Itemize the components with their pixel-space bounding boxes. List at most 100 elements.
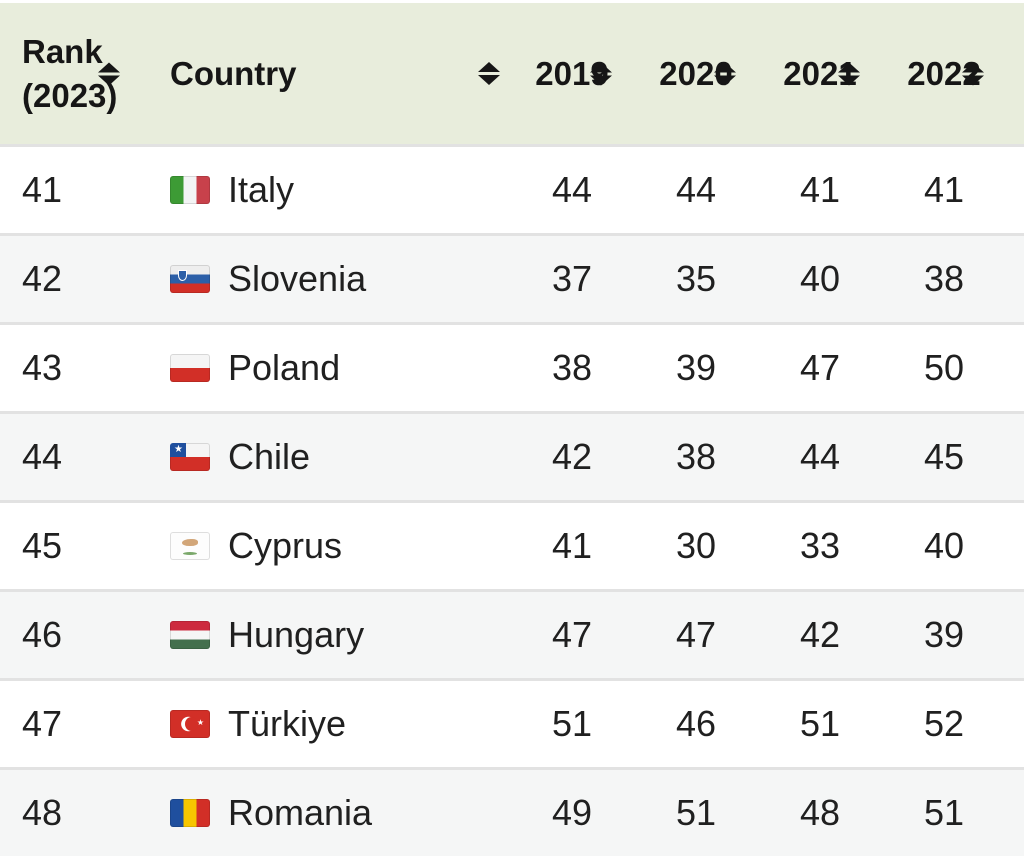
year-header-label: 2019 bbox=[535, 54, 609, 92]
value-cell: 51 bbox=[551, 703, 593, 744]
value-cell: 40 bbox=[799, 258, 841, 299]
sort-down-triangle bbox=[98, 75, 120, 85]
value-cell: 38 bbox=[675, 436, 717, 477]
value-cell: 37 bbox=[551, 258, 593, 299]
sort-up-triangle bbox=[589, 62, 612, 72]
rank-cell: 46 bbox=[22, 614, 63, 655]
country-cell: Cyprus bbox=[150, 502, 510, 591]
sort-icon bbox=[961, 62, 984, 85]
rank-cell: 41 bbox=[22, 169, 63, 210]
value-cell: 30 bbox=[675, 525, 717, 566]
country-name: Slovenia bbox=[228, 258, 367, 299]
value-cell: 41 bbox=[923, 169, 965, 210]
sort-icon bbox=[98, 62, 120, 85]
rank-column-header[interactable]: Rank (2023) bbox=[0, 3, 150, 147]
rank-cell: 44 bbox=[22, 436, 63, 477]
country-cell: Slovenia bbox=[150, 235, 510, 324]
value-cell: 49 bbox=[551, 792, 593, 833]
country-flag-icon bbox=[170, 710, 210, 738]
value-cell: 47 bbox=[799, 347, 841, 388]
table-header-row: Rank (2023) Country bbox=[0, 3, 1024, 147]
value-cell: 42 bbox=[799, 614, 841, 655]
country-name: Italy bbox=[228, 169, 295, 210]
country-flag-icon bbox=[170, 443, 210, 471]
value-cell: 52 bbox=[923, 703, 965, 744]
year-header-label: 2021 bbox=[783, 54, 857, 92]
value-cell: 47 bbox=[551, 614, 593, 655]
country-name: Poland bbox=[228, 347, 341, 388]
table-row: 45 Cyprus 41 30 33 40 bbox=[0, 501, 1024, 591]
sort-icon bbox=[837, 62, 860, 85]
value-cell: 39 bbox=[675, 347, 717, 388]
value-cell: 44 bbox=[799, 436, 841, 477]
country-flag-icon bbox=[170, 265, 210, 293]
year-header-label: 2022 bbox=[907, 54, 981, 92]
value-cell: 40 bbox=[923, 525, 965, 566]
rank-cell: 42 bbox=[22, 258, 63, 299]
country-name: Türkiye bbox=[228, 703, 347, 744]
country-cell: Chile bbox=[150, 413, 510, 502]
year-column-header-2020[interactable]: 2020 bbox=[634, 3, 758, 147]
country-flag-icon bbox=[170, 354, 210, 382]
table-row: 44 Chile 42 38 44 45 bbox=[0, 412, 1024, 502]
country-cell: Türkiye bbox=[150, 680, 510, 769]
country-flag-icon bbox=[170, 621, 210, 649]
sort-up-triangle bbox=[837, 62, 860, 72]
country-cell: Romania bbox=[150, 769, 510, 856]
country-name: Chile bbox=[228, 436, 311, 477]
value-cell: 35 bbox=[675, 258, 717, 299]
value-cell: 50 bbox=[923, 347, 965, 388]
country-ranking-table: Rank (2023) Country bbox=[0, 3, 1024, 856]
country-cell: Italy bbox=[150, 146, 510, 235]
country-column-header[interactable]: Country bbox=[150, 3, 510, 147]
value-cell: 47 bbox=[675, 614, 717, 655]
rank-header-line1: Rank bbox=[22, 32, 103, 70]
value-cell: 38 bbox=[923, 258, 965, 299]
sort-up-triangle bbox=[961, 62, 984, 72]
country-name: Romania bbox=[228, 792, 373, 833]
rank-cell: 45 bbox=[22, 525, 63, 566]
sort-up-triangle bbox=[478, 62, 500, 72]
value-cell: 44 bbox=[551, 169, 593, 210]
table-row: 42 Slovenia 37 35 40 38 bbox=[0, 234, 1024, 324]
value-cell: 51 bbox=[923, 792, 965, 833]
value-cell: 48 bbox=[799, 792, 841, 833]
country-flag-icon bbox=[170, 176, 210, 204]
rank-cell: 43 bbox=[22, 347, 63, 388]
sort-up-triangle bbox=[713, 62, 736, 72]
country-name: Cyprus bbox=[228, 525, 343, 566]
table-row: 47 Türkiye 51 46 51 52 bbox=[0, 679, 1024, 769]
value-cell: 44 bbox=[675, 169, 717, 210]
value-cell: 33 bbox=[799, 525, 841, 566]
sort-down-triangle bbox=[478, 75, 500, 85]
sort-down-triangle bbox=[589, 75, 612, 85]
sort-down-triangle bbox=[961, 75, 984, 85]
table-row: 43 Poland 38 39 47 50 bbox=[0, 323, 1024, 413]
year-column-header-2022[interactable]: 2022 bbox=[882, 3, 1024, 147]
country-header-label: Country bbox=[170, 54, 297, 92]
value-cell: 41 bbox=[799, 169, 841, 210]
country-cell: Poland bbox=[150, 324, 510, 413]
sort-down-triangle bbox=[837, 75, 860, 85]
value-cell: 38 bbox=[551, 347, 593, 388]
value-cell: 51 bbox=[675, 792, 717, 833]
country-flag-icon bbox=[170, 799, 210, 827]
sort-icon bbox=[713, 62, 736, 85]
rank-cell: 47 bbox=[22, 703, 63, 744]
table-row: 48 Romania 49 51 48 51 bbox=[0, 768, 1024, 856]
value-cell: 39 bbox=[923, 614, 965, 655]
year-header-label: 2020 bbox=[659, 54, 733, 92]
country-flag-icon bbox=[170, 532, 210, 560]
rank-cell: 48 bbox=[22, 792, 63, 833]
year-column-header-2019[interactable]: 2019 bbox=[510, 3, 634, 147]
value-cell: 42 bbox=[551, 436, 593, 477]
sort-up-triangle bbox=[98, 62, 120, 72]
year-column-header-2021[interactable]: 2021 bbox=[758, 3, 882, 147]
country-name: Hungary bbox=[228, 614, 365, 655]
table-row: 41 Italy 44 44 41 41 bbox=[0, 145, 1024, 235]
sort-icon bbox=[478, 62, 500, 85]
table-row: 46 Hungary 47 47 42 39 bbox=[0, 590, 1024, 680]
rank-header-text: Rank (2023) bbox=[22, 30, 120, 117]
sort-down-triangle bbox=[713, 75, 736, 85]
sort-icon bbox=[589, 62, 612, 85]
